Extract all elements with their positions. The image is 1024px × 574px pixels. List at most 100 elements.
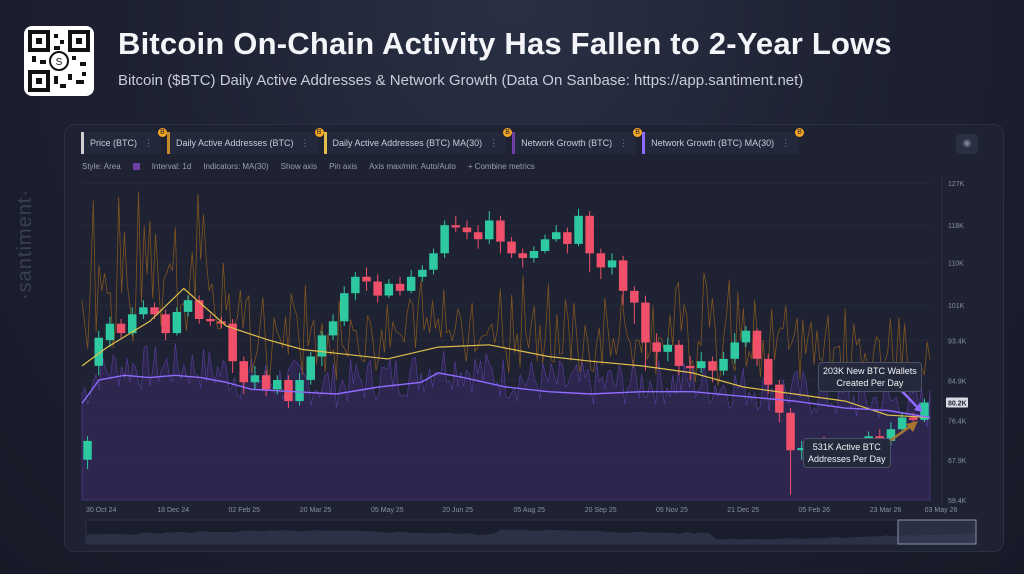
candle-body: [362, 276, 371, 282]
y-tick-label: 118K: [948, 223, 964, 230]
candle-body: [306, 356, 315, 380]
y-tick-label: 93.4K: [948, 339, 967, 346]
more-options-icon[interactable]: ⋮: [619, 138, 629, 148]
pin-axis-toggle[interactable]: Pin axis: [329, 162, 358, 171]
combine-metrics-button[interactable]: + Combine metrics: [467, 162, 535, 171]
pro-badge-icon: B: [503, 128, 513, 137]
interval-selector[interactable]: Interval: 1d: [151, 162, 192, 171]
candle-body: [406, 276, 416, 291]
show-axis-toggle[interactable]: Show axis: [280, 162, 318, 171]
style-selector[interactable]: Style: Area: [82, 162, 121, 171]
x-tick-label: 05 May 25: [371, 507, 404, 514]
network-growth-area: [81, 343, 931, 501]
metric-tab-daily-active-addresses-ma30[interactable]: Daily Active Addresses (BTC) MA(30) ⋮ B: [323, 128, 513, 154]
candle-body: [641, 302, 650, 343]
candle-body: [741, 330, 751, 343]
candle-body: [920, 402, 929, 420]
daily-active-addresses-series: [81, 191, 931, 391]
network-growth-callout: 203K New BTC Wallets Created Per Day: [818, 362, 922, 392]
candle-body: [697, 361, 706, 369]
candle-body: [328, 321, 338, 336]
candle-body: [384, 283, 394, 296]
metric-tab-daily-active-addresses[interactable]: Daily Active Addresses (BTC) ⋮ B: [167, 128, 324, 154]
y-tick-label: 59.4K: [948, 498, 967, 505]
more-options-icon[interactable]: ⋮: [489, 138, 499, 148]
more-options-icon[interactable]: ⋮: [300, 138, 310, 148]
candle-body: [507, 241, 516, 254]
x-tick-label: 02 Feb 25: [229, 507, 261, 514]
metric-label: Network Growth (BTC) MA(30): [651, 138, 775, 148]
pro-badge-icon: B: [633, 128, 643, 137]
more-options-icon[interactable]: ⋮: [144, 138, 153, 148]
x-tick-label: 05 Feb 26: [799, 507, 831, 514]
indicators-selector[interactable]: Indicators: MA(30): [203, 162, 269, 171]
candle-body: [786, 412, 795, 451]
network-growth-arrow: [899, 388, 919, 409]
metric-label: Network Growth (BTC): [521, 138, 613, 148]
y-tick-label: 110K: [948, 261, 964, 268]
y-tick-label: 127K: [948, 181, 965, 188]
daily-active-addresses-ma30-line: [81, 287, 931, 419]
candle-body: [83, 440, 92, 460]
x-tick-label: 03 May 26: [925, 507, 958, 514]
x-tick-label: 18 Dec 24: [157, 507, 189, 514]
candle-body: [618, 260, 628, 291]
candle-body: [775, 384, 784, 413]
candle-body: [764, 358, 773, 385]
candle-body: [462, 227, 472, 233]
candle-body: [518, 253, 527, 258]
candle-body: [585, 215, 594, 254]
candle-body: [540, 239, 550, 251]
candle-body: [183, 300, 193, 312]
qr-code: S: [24, 26, 94, 96]
metric-tab-network-growth[interactable]: Network Growth (BTC) ⋮ B: [512, 128, 643, 154]
y-tick-label: 101K: [948, 303, 965, 310]
chart-settings-button[interactable]: ◉: [956, 134, 978, 154]
candle-body: [94, 337, 103, 366]
x-tick-label: 05 Aug 25: [514, 507, 546, 514]
candle-body: [250, 375, 260, 383]
candle-body: [685, 365, 695, 369]
candle-body: [607, 260, 617, 268]
more-options-icon[interactable]: ⋮: [781, 138, 791, 148]
y-tick-label: 67.9K: [948, 458, 967, 465]
candle-body: [228, 323, 237, 362]
pro-badge-icon: B: [158, 128, 167, 137]
x-tick-label: 30 Oct 24: [86, 507, 116, 514]
candle-body: [105, 323, 115, 341]
color-swatch-icon[interactable]: [132, 163, 140, 170]
overview-area: [86, 529, 976, 544]
metric-tab-price[interactable]: Price (BTC) ⋮ B: [81, 128, 167, 154]
network-growth-series: [81, 343, 931, 501]
metric-tab-network-growth-ma30[interactable]: Network Growth (BTC) MA(30) ⋮ B: [642, 128, 805, 154]
candle-body: [663, 344, 672, 352]
candle-body: [485, 220, 494, 240]
y-tick-label: 76.4K: [948, 418, 967, 425]
x-tick-label: 21 Dec 25: [727, 507, 759, 514]
pro-badge-icon: B: [314, 128, 324, 137]
candle-body: [239, 361, 248, 383]
candle-body: [317, 335, 327, 357]
candle-body: [797, 447, 806, 451]
chart-options-bar: Style: Area Interval: 1d Indicators: MA(…: [82, 162, 535, 171]
candle-body: [273, 380, 282, 390]
candle-body: [150, 307, 159, 315]
candle-body: [596, 253, 606, 268]
candle-body: [496, 220, 505, 242]
candle-body: [284, 380, 293, 402]
candle-body: [909, 417, 918, 420]
candle-body: [116, 323, 126, 334]
axis-minmax-selector[interactable]: Axis max/min: Auto/Auto: [369, 162, 456, 171]
candle-body: [194, 300, 204, 319]
current-price-marker: [946, 397, 968, 408]
candle-body: [161, 314, 170, 334]
pro-badge-icon: B: [795, 128, 805, 137]
x-tick-label: 05 Nov 25: [656, 507, 688, 514]
candle-body: [652, 342, 661, 352]
moving-average-lines: [81, 287, 931, 419]
candle-body: [395, 283, 405, 291]
candle-body: [730, 342, 739, 359]
candle-body: [708, 361, 717, 371]
candle-body: [373, 281, 382, 296]
